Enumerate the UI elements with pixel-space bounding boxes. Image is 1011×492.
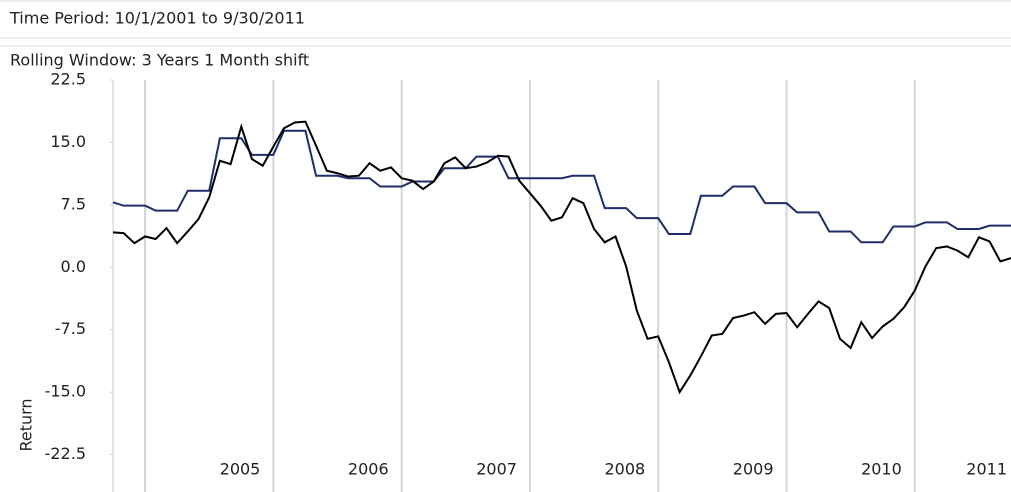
y-tick-label: -15.0 bbox=[45, 382, 86, 401]
x-tick-label: 2010 bbox=[861, 460, 902, 479]
y-tick-label: 15.0 bbox=[50, 132, 86, 151]
data-line bbox=[112, 129, 1011, 244]
y-tick-label: 0.0 bbox=[61, 257, 86, 276]
y-tick-label: -22.5 bbox=[45, 444, 86, 463]
y-tick-label: -7.5 bbox=[55, 319, 86, 338]
x-tick-label: 2011 bbox=[966, 460, 1007, 479]
x-tick-label: 2005 bbox=[220, 460, 261, 479]
rolling-window: Rolling Window: 3 Years 1 Month shift bbox=[10, 51, 309, 70]
data-line bbox=[112, 120, 1011, 395]
y-tick-label: 22.5 bbox=[50, 70, 86, 89]
time-period: Time Period: 10/1/2001 to 9/30/2011 bbox=[9, 9, 305, 28]
x-tick-label: 2009 bbox=[733, 460, 774, 479]
x-tick-label: 2006 bbox=[348, 460, 389, 479]
y-tick-label: 7.5 bbox=[61, 194, 86, 213]
x-tick-label: 2007 bbox=[476, 460, 517, 479]
y-axis-label: Return bbox=[17, 398, 36, 451]
x-tick-label: 2008 bbox=[605, 460, 646, 479]
